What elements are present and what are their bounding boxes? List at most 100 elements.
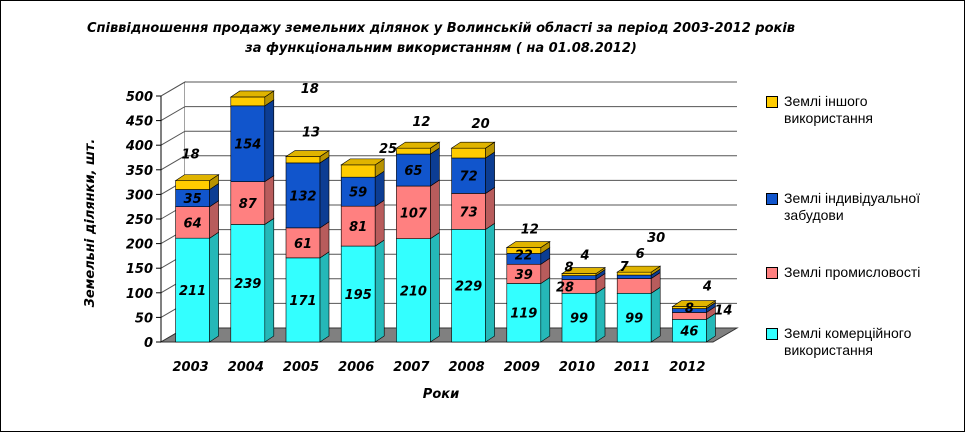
data-label: 7 (620, 260, 630, 275)
bar-front (506, 283, 542, 343)
legend-swatch (766, 96, 778, 108)
bar-segment (616, 265, 662, 276)
bar-segment (450, 141, 496, 159)
data-label: 64 (184, 216, 202, 231)
bar-segment (616, 286, 661, 343)
bar-side (264, 99, 275, 183)
bar-segment (561, 272, 606, 294)
bar-side (209, 200, 219, 239)
data-label: 65 (404, 164, 422, 179)
x-tick-label: 2006 (338, 360, 374, 375)
y-tick-label: 150 (126, 262, 153, 277)
bar-top (450, 141, 496, 149)
data-label: 35 (184, 192, 202, 207)
legend-swatch (766, 267, 778, 279)
bar-side (430, 179, 440, 240)
data-label: 14 (714, 303, 732, 318)
bar-front (616, 278, 652, 294)
bar-front (230, 181, 266, 225)
x-tick-label: 2010 (559, 360, 595, 375)
bar-side (540, 276, 551, 343)
data-label: 171 (289, 294, 316, 309)
bar-front (175, 180, 210, 190)
data-label: 99 (625, 312, 643, 327)
bar-segment (285, 156, 330, 229)
bar-segment (671, 300, 717, 310)
bar-segment (506, 276, 551, 343)
legend-swatch (766, 193, 778, 205)
bar-front (561, 275, 597, 280)
y-tick-label: 500 (126, 90, 153, 105)
bar-segment (561, 286, 606, 343)
y-tick-label: 350 (126, 164, 153, 179)
data-label: 239 (234, 277, 261, 292)
x-tick-label: 2012 (669, 360, 705, 375)
bar-front (451, 229, 486, 343)
bar-segment (230, 217, 275, 343)
x-tick-label: 2011 (614, 360, 650, 375)
bar-side (595, 286, 606, 343)
bar-side (374, 239, 385, 343)
bar-front (340, 245, 376, 343)
bar-segment (451, 151, 495, 194)
y-tick-label: 300 (126, 188, 153, 203)
bar-side (319, 251, 330, 343)
bar-top (671, 300, 717, 307)
data-label: 87 (239, 197, 258, 212)
bar-front (285, 162, 321, 229)
data-label: 6 (636, 247, 645, 262)
bar-segment (451, 186, 495, 230)
data-label: 46 (679, 325, 698, 340)
data-label: 61 (294, 237, 312, 252)
y-tick-label: 250 (126, 213, 153, 228)
data-label: 211 (179, 284, 206, 299)
bar-segment (505, 240, 551, 255)
chart-subtitle: за функціональним використанням ( на 01.… (245, 41, 637, 56)
bar-top (229, 90, 275, 98)
bar-front (396, 238, 431, 343)
bar-segment (395, 141, 441, 155)
y-tick-label: 0 (144, 336, 153, 351)
bar-front (230, 105, 266, 182)
bar-front (616, 292, 652, 343)
x-axis-label: Роки (423, 387, 459, 402)
bar-segment (175, 182, 219, 208)
data-label: 210 (400, 284, 427, 299)
bar-front (175, 237, 210, 343)
bar-segment (396, 232, 440, 343)
data-label: 229 (455, 280, 482, 295)
data-label: 8 (564, 261, 573, 276)
y-tick-label: 100 (126, 287, 153, 302)
data-label: 59 (349, 186, 367, 201)
data-label: 13 (302, 126, 320, 141)
x-tick-label: 2004 (228, 360, 264, 375)
bar-side (430, 232, 440, 343)
bar-segment (396, 147, 440, 187)
bar-side (264, 217, 275, 343)
legend-label: Землі іншого використання (784, 93, 874, 126)
data-label: 39 (515, 268, 533, 283)
bar-segment (340, 239, 385, 343)
bar-segment (340, 170, 385, 207)
bar-top (505, 241, 551, 248)
bar-front (451, 193, 486, 230)
bar-front (285, 257, 321, 343)
data-label: 119 (510, 307, 537, 322)
data-label: 18 (301, 82, 319, 97)
bar-segment (561, 267, 606, 277)
bar-top (340, 158, 386, 166)
x-tick-label: 2007 (393, 360, 430, 375)
bar-side (650, 286, 661, 343)
y-tick-label: 400 (125, 139, 153, 154)
bar-side (209, 231, 219, 343)
data-label: 25 (379, 142, 397, 157)
data-label: 22 (515, 248, 533, 263)
bar-side (485, 222, 495, 343)
data-label: 28 (556, 281, 574, 296)
data-label: 81 (349, 220, 367, 235)
y-tick-label: 50 (135, 311, 153, 326)
bar-top (174, 174, 220, 181)
bar-side (430, 147, 440, 187)
data-label: 72 (460, 170, 478, 185)
y-tick-label: 450 (125, 115, 153, 130)
